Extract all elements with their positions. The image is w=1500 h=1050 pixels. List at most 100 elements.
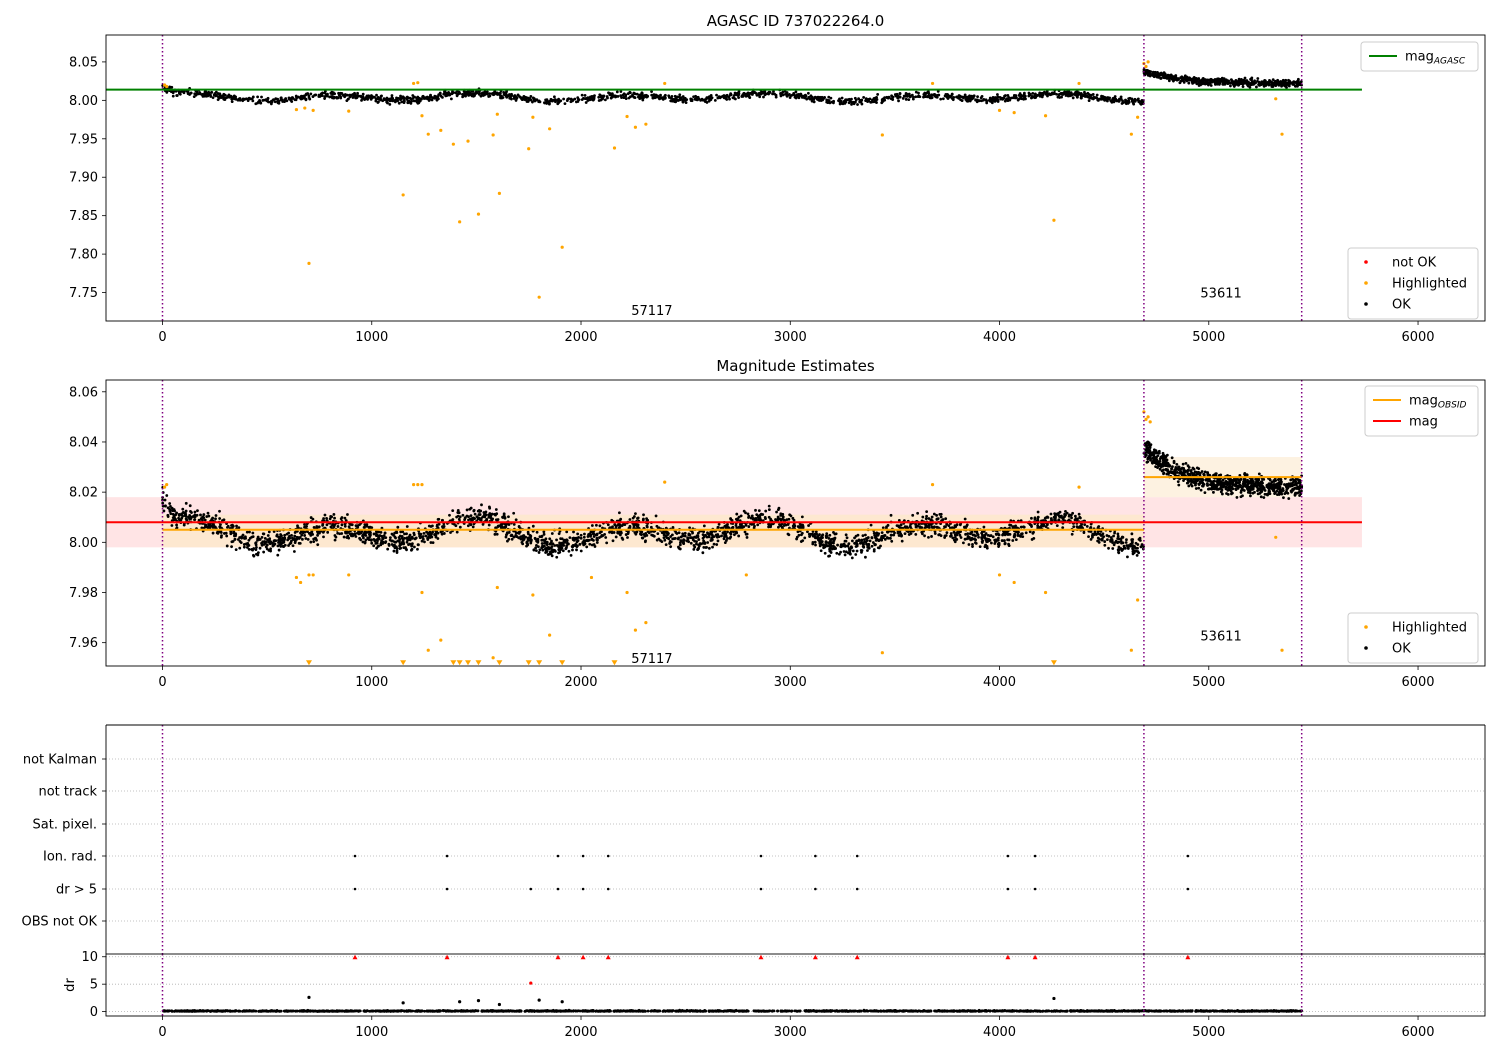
ok-point [1007, 532, 1011, 536]
ok-point [654, 96, 657, 99]
ok-point [350, 532, 354, 536]
ok-point [248, 530, 251, 534]
ok-point [925, 514, 928, 518]
ok-point [617, 511, 621, 515]
ok-point [421, 94, 425, 98]
ok-point [529, 538, 533, 542]
legend-label: not OK [1392, 256, 1437, 271]
ok-point [1100, 537, 1104, 541]
ok-point [372, 544, 376, 548]
x-tick-label: 3000 [774, 330, 807, 345]
ok-point [674, 97, 678, 101]
ok-point [1044, 525, 1048, 529]
ok-point [985, 544, 989, 548]
ok-point [850, 556, 854, 560]
ok-point [787, 533, 791, 537]
ok-point [520, 98, 524, 101]
ok-point [521, 536, 525, 540]
highlighted-point [548, 127, 552, 131]
ok-point [898, 91, 902, 95]
ok-point [586, 535, 590, 538]
ok-point [750, 514, 754, 518]
ok-point [479, 94, 483, 98]
ok-point [426, 96, 430, 100]
ok-point [737, 93, 741, 97]
ok-point [170, 524, 174, 527]
ok-point [303, 94, 306, 98]
ok-point [384, 98, 388, 101]
legend-dot-swatch [1364, 260, 1368, 264]
ok-point [469, 93, 473, 97]
ok-point [373, 539, 377, 543]
ok-point [1078, 516, 1082, 520]
ok-point [1185, 79, 1189, 83]
ok-point [260, 535, 264, 539]
ok-point [879, 538, 882, 541]
ok-point [649, 525, 653, 529]
ok-point [801, 526, 805, 530]
ok-point [574, 536, 577, 540]
ok-point [710, 533, 714, 537]
ok-point [370, 541, 374, 545]
ok-point [282, 540, 286, 544]
ok-point [1077, 512, 1081, 516]
ok-point [257, 537, 261, 541]
ok-point [1193, 79, 1197, 83]
ok-point [241, 533, 245, 537]
highlighted-point [1052, 218, 1056, 222]
ok-point [608, 530, 611, 534]
ok-point [524, 535, 528, 539]
ok-point [1224, 78, 1228, 82]
ok-point [508, 96, 512, 100]
ok-point [706, 541, 710, 544]
ok-point [466, 524, 470, 528]
ok-point [989, 541, 993, 545]
ok-point [417, 543, 420, 547]
ok-point [868, 539, 872, 543]
ok-point [383, 531, 387, 535]
ok-point [734, 524, 738, 527]
ok-point [922, 95, 925, 99]
ok-point [195, 92, 199, 96]
ok-point [663, 96, 667, 100]
legend-subscript: AGASC [1433, 57, 1466, 67]
ok-point [984, 98, 988, 102]
ok-point [422, 531, 426, 535]
ok-point [790, 93, 794, 97]
ok-point [205, 94, 208, 98]
ok-point [1059, 91, 1063, 95]
ok-point [1112, 100, 1116, 104]
ok-point [1060, 95, 1063, 99]
ok-point [177, 514, 181, 517]
ok-point [575, 548, 578, 552]
ok-point [490, 517, 493, 521]
ok-point [1016, 533, 1020, 537]
ok-point [455, 530, 459, 534]
ok-point [749, 91, 752, 95]
highlighted-point [560, 245, 564, 249]
ok-point [170, 85, 174, 89]
ok-point [1019, 95, 1023, 99]
ok-point [1089, 93, 1093, 97]
ok-point [887, 95, 891, 99]
ok-point [506, 539, 509, 543]
ok-point [290, 96, 294, 100]
ok-point [573, 97, 577, 101]
ok-point [1014, 94, 1018, 97]
ok-point [842, 542, 846, 546]
ok-point [1220, 79, 1224, 83]
ok-point [762, 95, 765, 99]
ok-point [971, 545, 974, 548]
x-tick-label: 5000 [1192, 330, 1225, 345]
ok-point [963, 525, 966, 529]
ok-point [613, 523, 617, 527]
plot-content [106, 60, 1362, 299]
ok-point [309, 540, 313, 544]
ok-point [263, 536, 267, 540]
ok-point [949, 532, 953, 535]
ok-point [390, 539, 394, 543]
ok-point [978, 545, 982, 549]
ok-point [406, 538, 410, 542]
ok-point [1241, 79, 1245, 83]
ok-point [251, 99, 255, 103]
